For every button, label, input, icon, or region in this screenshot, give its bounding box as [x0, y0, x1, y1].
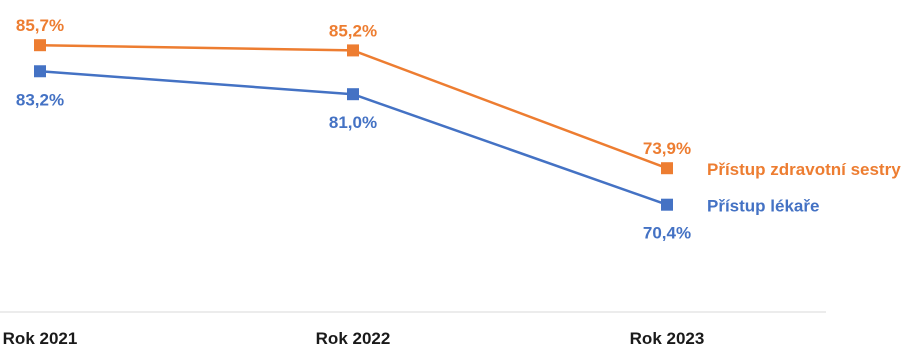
data-label-0-2: 73,9% [643, 139, 691, 158]
data-label-0-0: 85,7% [16, 16, 64, 35]
data-label-1-1: 81,0% [329, 113, 377, 132]
data-label-1-0: 83,2% [16, 90, 64, 109]
legend-label-1: Přístup lékaře [707, 197, 819, 216]
legend-label-0: Přístup zdravotní sestry [707, 160, 901, 179]
data-point-1-2 [661, 198, 673, 211]
category-label-2: Rok 2023 [630, 329, 705, 347]
data-label-0-1: 85,2% [329, 21, 377, 40]
data-label-1-2: 70,4% [643, 224, 691, 243]
category-label-1: Rok 2022 [316, 329, 391, 347]
series-layer [34, 39, 673, 211]
category-axis: Rok 2021 Rok 2022 Rok 2023 [3, 329, 705, 347]
category-label-0: Rok 2021 [3, 329, 78, 347]
series-line-0 [39, 43, 668, 170]
data-point-0-0 [34, 39, 46, 52]
data-point-0-1 [347, 44, 359, 57]
data-point-0-2 [661, 162, 673, 175]
data-point-1-1 [347, 88, 359, 101]
label-layer: 85,7% 85,2% 73,9% Přístup zdravotní sestry 8… [16, 16, 901, 243]
data-point-1-0 [34, 65, 46, 78]
